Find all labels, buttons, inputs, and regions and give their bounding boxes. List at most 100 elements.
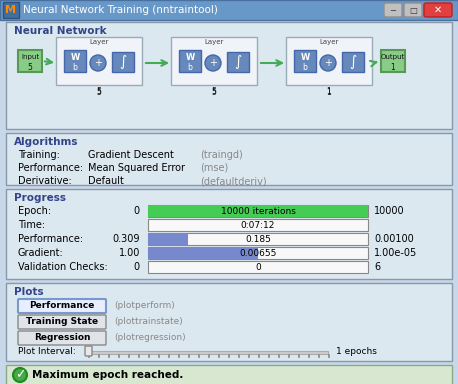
Circle shape bbox=[90, 55, 106, 71]
Bar bbox=[168, 354, 169, 357]
Bar bbox=[56, 37, 142, 85]
Text: 0: 0 bbox=[134, 206, 140, 216]
Bar bbox=[0, 0, 458, 20]
Bar bbox=[328, 354, 329, 357]
Bar bbox=[308, 354, 309, 357]
Bar bbox=[342, 52, 364, 72]
Text: 5: 5 bbox=[212, 87, 217, 96]
Circle shape bbox=[320, 55, 336, 71]
Text: Plots: Plots bbox=[14, 287, 44, 297]
FancyBboxPatch shape bbox=[18, 315, 106, 329]
Text: 0.185: 0.185 bbox=[245, 235, 271, 243]
Text: M: M bbox=[5, 5, 16, 15]
Text: 1.00: 1.00 bbox=[119, 248, 140, 258]
Text: (mse): (mse) bbox=[200, 163, 228, 173]
Text: Derivative:: Derivative: bbox=[18, 176, 72, 186]
Bar bbox=[88, 351, 328, 354]
Bar bbox=[218, 354, 219, 357]
Bar bbox=[298, 354, 299, 357]
FancyBboxPatch shape bbox=[18, 299, 106, 313]
Text: Mean Squared Error: Mean Squared Error bbox=[88, 163, 185, 173]
Text: Default: Default bbox=[88, 176, 124, 186]
Bar bbox=[0, 0, 458, 20]
Text: (traingd): (traingd) bbox=[200, 150, 243, 160]
Bar bbox=[98, 354, 99, 357]
Text: W: W bbox=[185, 53, 195, 62]
Circle shape bbox=[205, 55, 221, 71]
Text: 1: 1 bbox=[327, 88, 332, 97]
Bar bbox=[198, 354, 199, 357]
Bar bbox=[88, 354, 89, 357]
Text: Training State: Training State bbox=[26, 318, 98, 326]
Bar bbox=[128, 354, 129, 357]
Bar bbox=[148, 205, 368, 217]
Bar bbox=[318, 354, 319, 357]
Bar bbox=[381, 50, 405, 72]
Bar bbox=[18, 50, 42, 72]
Text: 0.00655: 0.00655 bbox=[240, 248, 277, 258]
Bar bbox=[6, 133, 452, 185]
Text: Layer: Layer bbox=[204, 39, 224, 45]
Text: Validation Checks:: Validation Checks: bbox=[18, 262, 108, 272]
Bar bbox=[158, 354, 159, 357]
Bar bbox=[6, 283, 452, 361]
Text: W: W bbox=[71, 53, 80, 62]
Text: Performance: Performance bbox=[29, 301, 95, 311]
Text: Input: Input bbox=[21, 54, 39, 60]
Text: Regression: Regression bbox=[34, 333, 90, 343]
Text: b: b bbox=[188, 63, 192, 72]
Text: ✓: ✓ bbox=[15, 369, 25, 381]
Text: ∫: ∫ bbox=[234, 55, 242, 69]
FancyBboxPatch shape bbox=[18, 331, 106, 345]
FancyBboxPatch shape bbox=[404, 3, 422, 17]
Text: Performance:: Performance: bbox=[18, 234, 83, 244]
Text: Gradient Descent: Gradient Descent bbox=[88, 150, 174, 160]
Bar bbox=[148, 247, 258, 259]
Text: ∫: ∫ bbox=[120, 55, 126, 69]
Bar bbox=[228, 354, 229, 357]
Bar bbox=[179, 50, 201, 72]
Text: 0: 0 bbox=[134, 262, 140, 272]
Text: 0: 0 bbox=[255, 263, 261, 271]
Bar bbox=[3, 2, 19, 18]
Text: (plottrainstate): (plottrainstate) bbox=[114, 318, 183, 326]
Bar bbox=[138, 354, 139, 357]
Bar bbox=[171, 37, 257, 85]
Bar bbox=[6, 22, 452, 129]
Text: +: + bbox=[324, 58, 332, 68]
Text: Training:: Training: bbox=[18, 150, 60, 160]
Bar bbox=[208, 354, 209, 357]
Text: +: + bbox=[94, 58, 102, 68]
Text: ✕: ✕ bbox=[434, 5, 442, 15]
Text: Neural Network: Neural Network bbox=[14, 26, 107, 36]
Bar bbox=[148, 233, 368, 245]
Text: Performance:: Performance: bbox=[18, 163, 83, 173]
Text: 0.00100: 0.00100 bbox=[374, 234, 414, 244]
Bar bbox=[238, 354, 239, 357]
Text: Output: Output bbox=[381, 54, 405, 60]
Text: Maximum epoch reached.: Maximum epoch reached. bbox=[32, 370, 183, 380]
Bar bbox=[148, 205, 368, 217]
Bar bbox=[294, 50, 316, 72]
Text: 5: 5 bbox=[97, 88, 101, 97]
Bar bbox=[148, 247, 368, 259]
Text: □: □ bbox=[409, 5, 417, 15]
FancyBboxPatch shape bbox=[384, 3, 402, 17]
Bar bbox=[286, 37, 372, 85]
Bar bbox=[268, 354, 269, 357]
Circle shape bbox=[13, 368, 27, 382]
Bar bbox=[278, 354, 279, 357]
Text: 0:07:12: 0:07:12 bbox=[241, 220, 275, 230]
Text: Progress: Progress bbox=[14, 193, 66, 203]
Text: 1: 1 bbox=[327, 87, 332, 96]
Bar bbox=[6, 365, 452, 384]
Text: Epoch:: Epoch: bbox=[18, 206, 51, 216]
Bar bbox=[64, 50, 86, 72]
Bar bbox=[148, 233, 188, 245]
Text: 5: 5 bbox=[97, 87, 101, 96]
Text: b: b bbox=[303, 63, 307, 72]
Text: Plot Interval:: Plot Interval: bbox=[18, 347, 76, 356]
Text: 5: 5 bbox=[212, 88, 217, 97]
Text: 10000: 10000 bbox=[374, 206, 404, 216]
Bar bbox=[248, 354, 249, 357]
